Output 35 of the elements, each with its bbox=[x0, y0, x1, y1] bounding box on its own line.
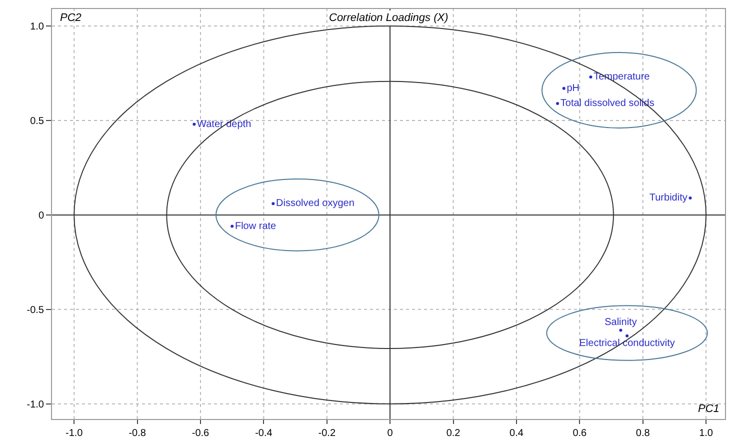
data-label: pH bbox=[566, 82, 580, 94]
x-tick-label: -0.8 bbox=[128, 428, 146, 439]
x-tick-label: 0.6 bbox=[572, 428, 588, 439]
x-tick-label: 0.4 bbox=[510, 428, 524, 439]
data-label: Turbidity bbox=[649, 192, 688, 204]
x-tick-label: 0.8 bbox=[636, 428, 650, 439]
x-tick-label: -1.0 bbox=[66, 428, 84, 439]
x-tick-label: 0 bbox=[387, 428, 394, 439]
point bbox=[272, 202, 275, 206]
data-label: Flow rate bbox=[234, 220, 277, 232]
point bbox=[688, 196, 692, 200]
x-tick-label: -0.2 bbox=[318, 428, 336, 439]
y-tick-label: -1.0 bbox=[26, 399, 44, 410]
x-tick-label: -0.4 bbox=[255, 428, 273, 439]
point bbox=[562, 86, 566, 90]
data-label: Electrical conductivity bbox=[579, 338, 675, 350]
y-tick-label: 0 bbox=[38, 210, 44, 222]
y-tick-label: 0.5 bbox=[30, 116, 44, 127]
point bbox=[619, 328, 622, 332]
point bbox=[192, 122, 196, 126]
data-label: Salinity bbox=[604, 316, 637, 328]
point bbox=[626, 334, 629, 338]
point bbox=[589, 76, 592, 79]
data-label: Dissolved oxygen bbox=[276, 198, 354, 210]
data-label: Water depth bbox=[197, 118, 252, 130]
x-tick-label: 0.2 bbox=[446, 428, 461, 439]
y-axis-title: PC2 bbox=[60, 12, 82, 24]
x-axis-title: PC1 bbox=[698, 403, 720, 415]
y-tick-label: -0.5 bbox=[26, 304, 44, 316]
chart-title: Correlation Loadings (X) bbox=[329, 12, 449, 24]
x-tick-label: -0.6 bbox=[192, 428, 210, 439]
x-tick-label: 1.0 bbox=[699, 428, 714, 439]
point bbox=[556, 102, 560, 105]
point bbox=[230, 224, 234, 228]
y-tick-label: 1.0 bbox=[30, 22, 44, 32]
